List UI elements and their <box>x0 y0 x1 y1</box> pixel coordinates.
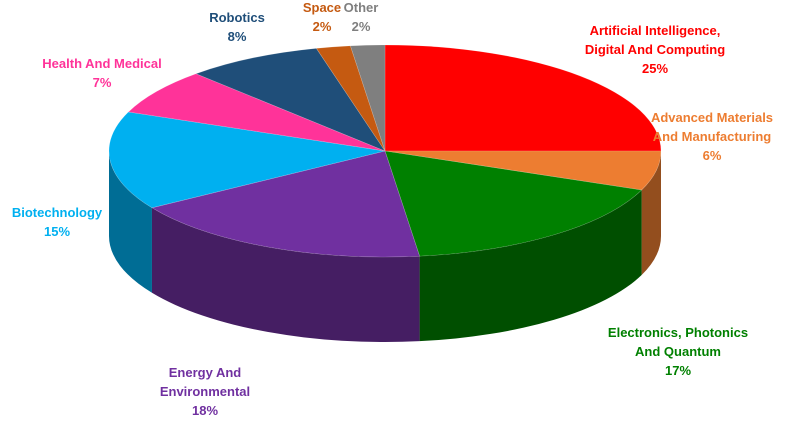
slice-label-5: Health And Medical 7% <box>42 56 161 90</box>
pie-slice-1 <box>384 150 662 191</box>
slice-label-line: Energy And <box>169 365 242 380</box>
pie-side-4 <box>109 151 152 293</box>
pie-labels: Artificial Intelligence, Digital And Comp… <box>12 0 773 418</box>
slice-label-6: Robotics 8% <box>209 10 265 44</box>
pie-slice-2 <box>384 150 643 257</box>
pie-side-3 <box>151 207 420 343</box>
slice-percent: 15% <box>44 224 70 239</box>
slice-label-line: Electronics, Photonics <box>608 325 748 340</box>
pie-slice-8 <box>349 44 386 152</box>
slice-label-line: And Quantum <box>635 344 721 359</box>
slice-percent: 8% <box>228 29 247 44</box>
slice-label-line: Environmental <box>160 384 250 399</box>
slice-label-7: Space 2% <box>303 0 341 34</box>
pie-slice-7 <box>315 45 386 152</box>
slice-percent: 17% <box>665 363 691 378</box>
slice-percent: 7% <box>93 75 112 90</box>
pie-tops <box>108 44 662 258</box>
pie-slice-0 <box>384 44 662 152</box>
slice-label-4: Biotechnology 15% <box>12 205 103 239</box>
pie-side-1 <box>641 151 661 276</box>
slice-label-line: Other <box>344 0 379 15</box>
slice-label-3: Energy And Environmental 18% <box>160 365 250 418</box>
pie-sides <box>109 151 661 343</box>
pie-slice-3 <box>151 150 421 258</box>
slice-percent: 2% <box>313 19 332 34</box>
slice-label-2: Electronics, Photonics And Quantum 17% <box>608 325 748 378</box>
slice-label-line: Artificial Intelligence, <box>590 23 721 38</box>
slice-percent: 25% <box>642 61 668 76</box>
slice-label-1: Advanced Materials And Manufacturing 6% <box>651 110 773 163</box>
slice-label-line: Robotics <box>209 10 265 25</box>
slice-label-line: Space <box>303 0 341 15</box>
slice-label-line: Advanced Materials <box>651 110 773 125</box>
slice-label-line: Digital And Computing <box>585 42 725 57</box>
slice-percent: 18% <box>192 403 218 418</box>
pie-slice-4 <box>108 111 386 209</box>
pie-slice-5 <box>127 73 386 152</box>
slice-percent: 2% <box>352 19 371 34</box>
slice-label-0: Artificial Intelligence, Digital And Comp… <box>585 23 725 76</box>
slice-label-line: And Manufacturing <box>653 129 771 144</box>
pie-side-2 <box>419 190 642 342</box>
slice-percent: 6% <box>703 148 722 163</box>
slice-label-line: Health And Medical <box>42 56 161 71</box>
pie-slice-6 <box>195 48 386 152</box>
slice-label-8: Other 2% <box>344 0 379 34</box>
slice-label-line: Biotechnology <box>12 205 103 220</box>
